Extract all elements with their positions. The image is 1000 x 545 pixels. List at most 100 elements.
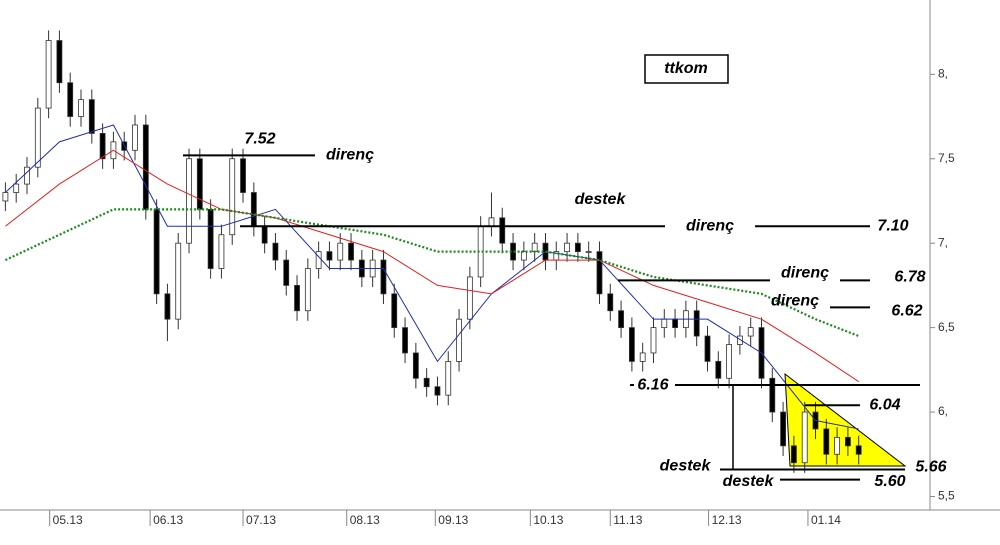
x-tick-label: 10.13 bbox=[533, 513, 563, 527]
candle-body bbox=[823, 428, 830, 455]
candle-body bbox=[834, 436, 841, 455]
candle-body bbox=[283, 259, 290, 286]
candle-body bbox=[132, 124, 138, 151]
candle-body bbox=[488, 217, 495, 227]
chart-title: ttkom bbox=[664, 60, 708, 77]
candle-body bbox=[207, 209, 214, 269]
candle-body bbox=[628, 327, 635, 362]
candle-body bbox=[153, 209, 160, 295]
candle-body bbox=[845, 436, 851, 447]
level-word: direnç bbox=[771, 293, 819, 310]
level-value: 7.10 bbox=[877, 218, 908, 235]
candle-body bbox=[272, 242, 279, 261]
y-tick-label: 7,5 bbox=[938, 151, 955, 165]
level-value: 7.52 bbox=[244, 131, 275, 148]
level-word: destek bbox=[723, 473, 775, 490]
candle-body bbox=[304, 268, 311, 312]
x-tick-label: 07.13 bbox=[246, 513, 276, 527]
level-value: 5.66 bbox=[915, 459, 946, 476]
candle-body bbox=[294, 284, 300, 312]
candle-body bbox=[780, 411, 787, 447]
candle-body bbox=[618, 310, 624, 329]
level-word: destek bbox=[660, 458, 712, 475]
candle-body bbox=[693, 310, 700, 337]
triangle-pattern bbox=[784, 372, 907, 467]
candle-body bbox=[423, 377, 430, 388]
candle-body bbox=[13, 183, 20, 193]
candle-body bbox=[261, 225, 268, 244]
candle-body bbox=[531, 242, 538, 253]
moving-average bbox=[4, 208, 860, 338]
candle-body bbox=[175, 242, 182, 320]
candle-body bbox=[78, 99, 84, 117]
candle-body bbox=[45, 40, 52, 109]
moving-average bbox=[5, 124, 859, 430]
candle-body bbox=[855, 445, 862, 455]
candle-body bbox=[574, 242, 581, 253]
level-value: 6.16 bbox=[637, 376, 668, 393]
candle-body bbox=[2, 192, 9, 202]
candle-body bbox=[34, 107, 41, 168]
x-tick-label: 05.13 bbox=[53, 513, 83, 527]
candle-body bbox=[56, 40, 63, 84]
candle-body bbox=[607, 293, 614, 312]
candle-body bbox=[726, 344, 732, 379]
candle-body bbox=[218, 234, 225, 269]
candle-body bbox=[791, 445, 797, 464]
candle-body bbox=[337, 242, 344, 261]
y-tick-label: 5,5 bbox=[938, 489, 955, 503]
candle-body bbox=[326, 251, 333, 261]
candle-body bbox=[639, 352, 646, 362]
candle-body bbox=[564, 242, 570, 253]
level-value: 5.60 bbox=[874, 473, 905, 490]
candle-body bbox=[434, 386, 441, 396]
candle-body bbox=[412, 352, 419, 379]
y-tick-label: 6, bbox=[938, 404, 948, 418]
level-value: 6.62 bbox=[891, 303, 922, 320]
candle-body bbox=[585, 251, 592, 254]
x-tick-label: 09.13 bbox=[438, 513, 468, 527]
candle-body bbox=[466, 276, 473, 320]
level-value: 6.04 bbox=[869, 397, 900, 414]
candle-body bbox=[250, 192, 257, 227]
candle-body bbox=[67, 82, 74, 117]
level-word: direnç bbox=[686, 218, 734, 235]
x-tick-label: 12.13 bbox=[712, 513, 742, 527]
candle-body bbox=[380, 259, 387, 295]
x-tick-label: 11.13 bbox=[613, 513, 642, 527]
y-tick-label: 8, bbox=[938, 66, 948, 80]
candle-body bbox=[99, 133, 106, 160]
candle-body bbox=[715, 360, 722, 379]
candle-body bbox=[229, 158, 236, 236]
candle-body bbox=[520, 251, 527, 261]
level-word: direnç bbox=[326, 147, 374, 164]
y-tick-label: 6,5 bbox=[938, 320, 955, 334]
moving-average bbox=[5, 149, 859, 383]
candle-body bbox=[445, 360, 452, 396]
candle-body bbox=[801, 411, 808, 464]
note: destek bbox=[575, 191, 627, 208]
x-tick-label: 08.13 bbox=[350, 513, 380, 527]
level-value: 6.78 bbox=[894, 269, 925, 286]
y-tick-label: 7, bbox=[938, 235, 948, 249]
candle-body bbox=[88, 99, 95, 134]
candle-body bbox=[391, 293, 398, 329]
candle-body bbox=[24, 166, 30, 185]
candle-body bbox=[196, 158, 203, 210]
candle-body bbox=[186, 158, 192, 244]
candle-body bbox=[596, 251, 603, 295]
candle-body bbox=[736, 335, 743, 345]
candle-body bbox=[499, 217, 506, 244]
x-tick-label: 01.14 bbox=[811, 513, 841, 527]
candle-body bbox=[672, 318, 678, 329]
candle-body bbox=[769, 377, 776, 413]
candle-body bbox=[164, 293, 171, 320]
candle-body bbox=[402, 327, 408, 354]
candle-body bbox=[456, 318, 462, 362]
title-box bbox=[644, 54, 729, 84]
candle-body bbox=[348, 242, 354, 261]
x-tick-label: 06.13 bbox=[153, 513, 183, 527]
candle-body bbox=[650, 327, 657, 354]
